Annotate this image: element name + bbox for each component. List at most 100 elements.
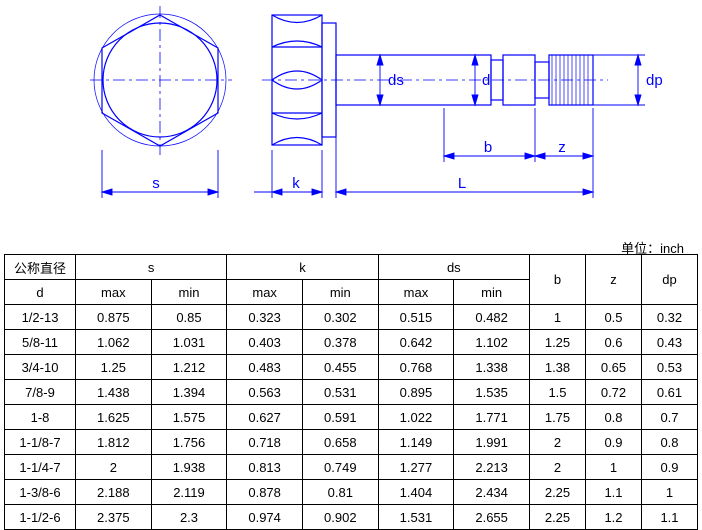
- cell-dp: 0.8: [642, 430, 698, 455]
- cell-smin: 1.938: [151, 455, 227, 480]
- th-dsmax: max: [378, 280, 454, 305]
- cell-kmin: 0.749: [302, 455, 378, 480]
- cell-d: 1-1/8-7: [5, 430, 76, 455]
- th-dsmin: min: [454, 280, 530, 305]
- cell-d: 5/8-11: [5, 330, 76, 355]
- dim-lines: [102, 55, 645, 198]
- cell-smin: 2.119: [151, 480, 227, 505]
- table-row: 1-81.6251.5750.6270.5911.0221.7711.750.8…: [5, 405, 698, 430]
- cell-b: 1.25: [530, 330, 586, 355]
- cell-kmin: 0.302: [302, 305, 378, 330]
- th-smax: max: [76, 280, 152, 305]
- cell-smax: 0.875: [76, 305, 152, 330]
- cell-smax: 1.25: [76, 355, 152, 380]
- label-dp: dp: [646, 72, 663, 89]
- th-k: k: [227, 255, 378, 280]
- cell-smin: 1.575: [151, 405, 227, 430]
- cell-z: 0.65: [586, 355, 642, 380]
- th-z: z: [586, 255, 642, 305]
- label-s: s: [152, 175, 160, 192]
- cell-b: 2: [530, 430, 586, 455]
- hex-front-view: [90, 6, 232, 155]
- cell-b: 2: [530, 455, 586, 480]
- cell-d: 7/8-9: [5, 380, 76, 405]
- cell-b: 1.75: [530, 405, 586, 430]
- cell-z: 1.2: [586, 505, 642, 530]
- table-row: 5/8-111.0621.0310.4030.3780.6421.1021.25…: [5, 330, 698, 355]
- cell-b: 2.25: [530, 505, 586, 530]
- cell-smin: 1.394: [151, 380, 227, 405]
- label-ds: ds: [388, 72, 404, 89]
- bolt-diagram: s k L b z ds d dp: [0, 0, 702, 235]
- cell-dsmax: 0.895: [378, 380, 454, 405]
- cell-kmin: 0.455: [302, 355, 378, 380]
- table-row: 1/2-130.8750.850.3230.3020.5150.48210.50…: [5, 305, 698, 330]
- cell-dsmin: 2.434: [454, 480, 530, 505]
- cell-kmin: 0.81: [302, 480, 378, 505]
- th-ds: ds: [378, 255, 529, 280]
- cell-b: 1.5: [530, 380, 586, 405]
- label-z: z: [558, 139, 566, 156]
- cell-smin: 2.3: [151, 505, 227, 530]
- label-L: L: [458, 175, 466, 192]
- cell-dsmin: 2.213: [454, 455, 530, 480]
- cell-kmin: 0.591: [302, 405, 378, 430]
- cell-kmax: 0.403: [227, 330, 303, 355]
- table-row: 7/8-91.4381.3940.5630.5310.8951.5351.50.…: [5, 380, 698, 405]
- cell-d: 1-8: [5, 405, 76, 430]
- cell-z: 0.8: [586, 405, 642, 430]
- cell-kmin: 0.658: [302, 430, 378, 455]
- table-row: 1-1/8-71.8121.7560.7180.6581.1491.99120.…: [5, 430, 698, 455]
- cell-dsmax: 1.022: [378, 405, 454, 430]
- diagram-svg: s k L b z ds d dp: [0, 0, 702, 235]
- cell-smin: 1.756: [151, 430, 227, 455]
- cell-dp: 1: [642, 480, 698, 505]
- cell-dsmax: 0.642: [378, 330, 454, 355]
- th-dp: dp: [642, 255, 698, 305]
- cell-dp: 0.7: [642, 405, 698, 430]
- cell-smax: 2.188: [76, 480, 152, 505]
- cell-b: 1.38: [530, 355, 586, 380]
- cell-dp: 0.43: [642, 330, 698, 355]
- cell-kmin: 0.531: [302, 380, 378, 405]
- cell-dsmin: 1.338: [454, 355, 530, 380]
- cell-dsmin: 0.482: [454, 305, 530, 330]
- cell-smin: 0.85: [151, 305, 227, 330]
- table-row: 1-1/4-721.9380.8130.7491.2772.213210.9: [5, 455, 698, 480]
- cell-kmax: 0.323: [227, 305, 303, 330]
- cell-b: 2.25: [530, 480, 586, 505]
- label-d: d: [482, 72, 490, 89]
- cell-dsmax: 1.531: [378, 505, 454, 530]
- th-smin: min: [151, 280, 227, 305]
- cell-d: 1-3/8-6: [5, 480, 76, 505]
- th-b: b: [530, 255, 586, 305]
- cell-smax: 1.625: [76, 405, 152, 430]
- cell-dp: 0.53: [642, 355, 698, 380]
- cell-dsmax: 0.768: [378, 355, 454, 380]
- cell-kmax: 0.813: [227, 455, 303, 480]
- cell-kmax: 0.878: [227, 480, 303, 505]
- bolt-side-view: [262, 15, 608, 145]
- cell-smin: 1.031: [151, 330, 227, 355]
- cell-kmax: 0.483: [227, 355, 303, 380]
- cell-dp: 0.9: [642, 455, 698, 480]
- cell-kmax: 0.718: [227, 430, 303, 455]
- cell-dsmax: 1.404: [378, 480, 454, 505]
- cell-dsmin: 1.535: [454, 380, 530, 405]
- cell-dp: 1.1: [642, 505, 698, 530]
- cell-kmax: 0.627: [227, 405, 303, 430]
- label-b: b: [484, 139, 492, 156]
- cell-smax: 2: [76, 455, 152, 480]
- cell-z: 0.5: [586, 305, 642, 330]
- table-row: 1-3/8-62.1882.1190.8780.811.4042.4342.25…: [5, 480, 698, 505]
- dim-labels: s k L b z ds d dp: [152, 72, 662, 192]
- cell-kmax: 0.974: [227, 505, 303, 530]
- table-body: 1/2-130.8750.850.3230.3020.5150.48210.50…: [5, 305, 698, 530]
- cell-b: 1: [530, 305, 586, 330]
- label-k: k: [292, 175, 300, 192]
- cell-kmin: 0.378: [302, 330, 378, 355]
- cell-kmin: 0.902: [302, 505, 378, 530]
- cell-z: 0.9: [586, 430, 642, 455]
- cell-dsmin: 1.991: [454, 430, 530, 455]
- cell-z: 1.1: [586, 480, 642, 505]
